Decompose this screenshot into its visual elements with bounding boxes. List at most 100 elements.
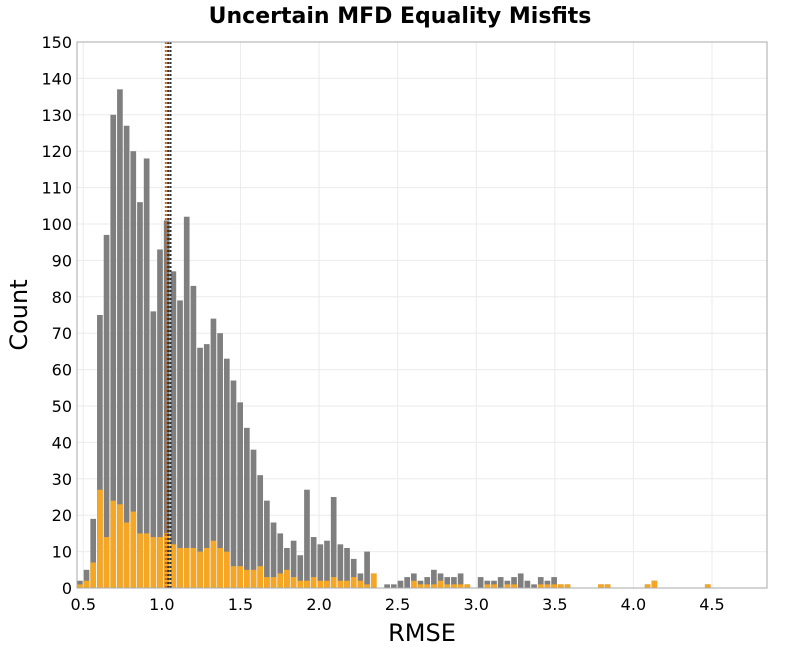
histogram-bar (157, 249, 163, 589)
histogram-bar (137, 533, 143, 588)
histogram-bar (357, 580, 364, 588)
y-tick-label: 10 (52, 543, 72, 562)
histogram-bar (404, 577, 410, 588)
histogram-bar (544, 584, 551, 588)
histogram-bar (457, 573, 464, 588)
y-tick-label: 50 (52, 397, 72, 416)
histogram-bar (364, 551, 370, 588)
histogram-bar (370, 573, 377, 588)
histogram-bar (310, 537, 317, 588)
histogram-bar (384, 584, 390, 588)
histogram-bar (83, 569, 90, 588)
histogram-bar (190, 547, 197, 588)
histogram-bar (284, 547, 290, 588)
histogram-bar (390, 584, 397, 588)
histogram-bar (444, 584, 451, 588)
histogram-bar (123, 125, 130, 588)
y-axis-ticks: 0 10 20 30 40 50 60 70 80 90 100 110 120 130 140 150 (41, 33, 72, 598)
histogram-bar (324, 580, 330, 588)
histogram-bar (163, 533, 170, 588)
y-tick-label: 90 (52, 251, 72, 270)
histogram-bar (97, 315, 103, 588)
histogram-bar (277, 533, 284, 588)
histogram-bar (270, 577, 277, 588)
histogram-bar (604, 584, 611, 588)
histogram-bar (464, 584, 471, 588)
y-tick-label: 30 (52, 470, 72, 489)
histogram-bar (110, 114, 117, 589)
histogram-bar (344, 547, 350, 588)
y-tick-label: 110 (41, 179, 72, 198)
series-grey-bars (77, 89, 711, 589)
histogram-bar (197, 347, 203, 588)
histogram-bar (324, 540, 330, 588)
histogram-bar (143, 533, 150, 588)
x-tick-label: 4.5 (699, 595, 724, 614)
histogram-bar (304, 580, 310, 588)
histogram-bar (484, 584, 491, 588)
histogram-bar (103, 234, 110, 589)
y-tick-label: 20 (52, 506, 72, 525)
x-tick-label: 1.5 (228, 595, 253, 614)
histogram-bar (551, 584, 557, 588)
histogram-bar (130, 151, 137, 588)
plot-border (76, 41, 768, 589)
histogram-bar (317, 580, 324, 588)
histogram-bar (264, 500, 270, 588)
histogram-bar (117, 89, 123, 588)
histogram-bar (564, 584, 571, 588)
histogram-bar (230, 566, 237, 588)
y-tick-label: 40 (52, 433, 72, 452)
y-tick-label: 100 (41, 215, 72, 234)
histogram-bar (150, 537, 157, 588)
histogram-bar (511, 584, 517, 588)
histogram-bar (451, 584, 457, 588)
histogram-bar (491, 584, 497, 588)
histogram-bar (451, 577, 457, 588)
histogram-bar (243, 569, 250, 588)
histogram-bar (117, 504, 123, 588)
histogram-bar (123, 522, 130, 588)
reference-lines (164, 42, 172, 588)
histogram-bar (290, 540, 297, 588)
histogram-bar (250, 569, 257, 588)
histogram-bar (337, 544, 344, 588)
histogram-bar (83, 580, 90, 588)
y-axis-label: Count (5, 279, 33, 350)
histogram-bar (704, 584, 711, 588)
histogram-bar (130, 511, 137, 588)
histogram-bar (110, 500, 117, 588)
histogram-bar (223, 358, 230, 588)
histogram-bar (257, 566, 264, 588)
histogram-bar (511, 577, 517, 588)
histogram-bar (437, 580, 444, 588)
histogram-bar (477, 577, 484, 588)
histogram-bar (270, 522, 277, 588)
histogram-bar (183, 547, 190, 588)
histogram-bar (90, 518, 97, 588)
histogram-bar (424, 584, 431, 588)
histogram-bar (297, 580, 304, 588)
histogram-bar (143, 158, 150, 589)
histogram-bar (350, 558, 357, 588)
histogram-bar (230, 380, 237, 588)
histogram-bar (364, 584, 370, 588)
histogram-bar (157, 537, 163, 588)
histogram-bar (203, 344, 210, 588)
histogram-bar (410, 580, 417, 588)
histogram-bar (317, 544, 324, 588)
chart-title: Uncertain MFD Equality Misfits (209, 4, 592, 29)
histogram-bar (243, 427, 250, 588)
histogram-bar (337, 580, 344, 588)
histogram-bar (210, 540, 217, 588)
x-tick-label: 4.0 (621, 595, 646, 614)
histogram-bar (203, 547, 210, 588)
x-tick-label: 1.0 (149, 595, 174, 614)
histogram-bar (277, 573, 284, 588)
histogram-bar (210, 318, 217, 588)
histogram-bar (237, 402, 243, 588)
histogram-bar (431, 569, 437, 588)
histogram-bar (103, 537, 110, 588)
histogram-bar (431, 584, 437, 588)
